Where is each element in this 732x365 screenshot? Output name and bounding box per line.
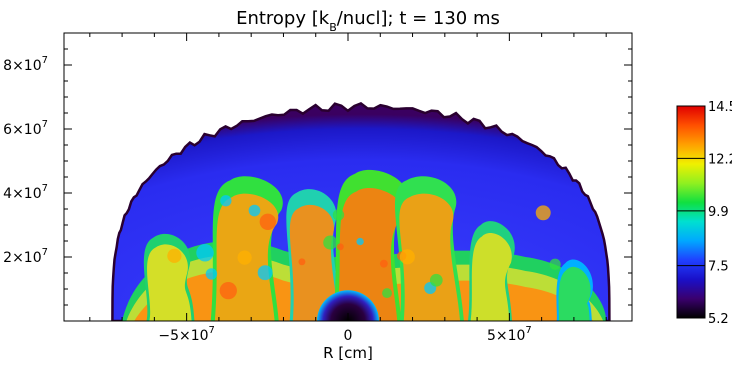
- vortex: [323, 235, 338, 250]
- x-axis: −5×107 0 5×107: [89, 33, 607, 344]
- colorbar-tick-label: 5.2: [708, 312, 729, 327]
- colorbar: 5.2 7.5 9.9 12.2 14.5: [676, 100, 732, 327]
- vortex: [259, 213, 276, 230]
- colorbar-scale: [676, 105, 706, 319]
- colorbar-tick-label: 14.5: [708, 100, 732, 115]
- low-entropy-core: [317, 290, 379, 321]
- vortex: [379, 259, 388, 268]
- vortex: [535, 205, 551, 221]
- colorbar-tick-label: 9.9: [708, 205, 729, 220]
- vortex: [399, 249, 415, 265]
- high-entropy-plumes: [122, 169, 607, 321]
- vortex: [356, 237, 364, 246]
- plume-core: [399, 193, 461, 321]
- colorbar-tick-label: 7.5: [708, 260, 729, 275]
- plume-core: [147, 244, 192, 321]
- vortex: [257, 265, 273, 281]
- vortex: [298, 258, 306, 266]
- colorbar-tick-label: 12.2: [708, 152, 732, 167]
- plume-core: [337, 188, 403, 321]
- y-tick-label: 8×107: [3, 55, 48, 74]
- x-tick-label: 5×107: [487, 325, 532, 344]
- y-tick-label: 2×107: [3, 247, 48, 266]
- plume-core: [470, 233, 512, 321]
- vortex: [382, 288, 392, 299]
- vortex: [196, 244, 214, 262]
- y-tick-label: 6×107: [3, 119, 48, 138]
- vortex: [336, 243, 344, 251]
- vortex: [167, 248, 182, 263]
- chart-title: Entropy [kB/nucl]; t = 130 ms: [236, 8, 500, 34]
- y-axis: 2×107 4×107 6×107 8×107: [3, 48, 632, 306]
- colorbar-ticks: 5.2 7.5 9.9 12.2 14.5: [677, 100, 732, 327]
- plume-core: [558, 266, 591, 321]
- vortex: [248, 204, 261, 217]
- x-axis-label: R [cm]: [323, 344, 373, 362]
- plume-core: [289, 204, 339, 321]
- vortex: [237, 250, 252, 265]
- vortex: [220, 195, 232, 207]
- vortex: [332, 209, 345, 221]
- vortex: [205, 268, 218, 280]
- vortex: [549, 258, 561, 270]
- plot-area: [64, 33, 632, 321]
- x-tick-label: 0: [344, 328, 353, 344]
- y-tick-label: 4×107: [3, 183, 48, 202]
- x-tick-label: −5×107: [158, 325, 215, 344]
- vortex: [429, 273, 443, 287]
- vortex: [219, 281, 237, 300]
